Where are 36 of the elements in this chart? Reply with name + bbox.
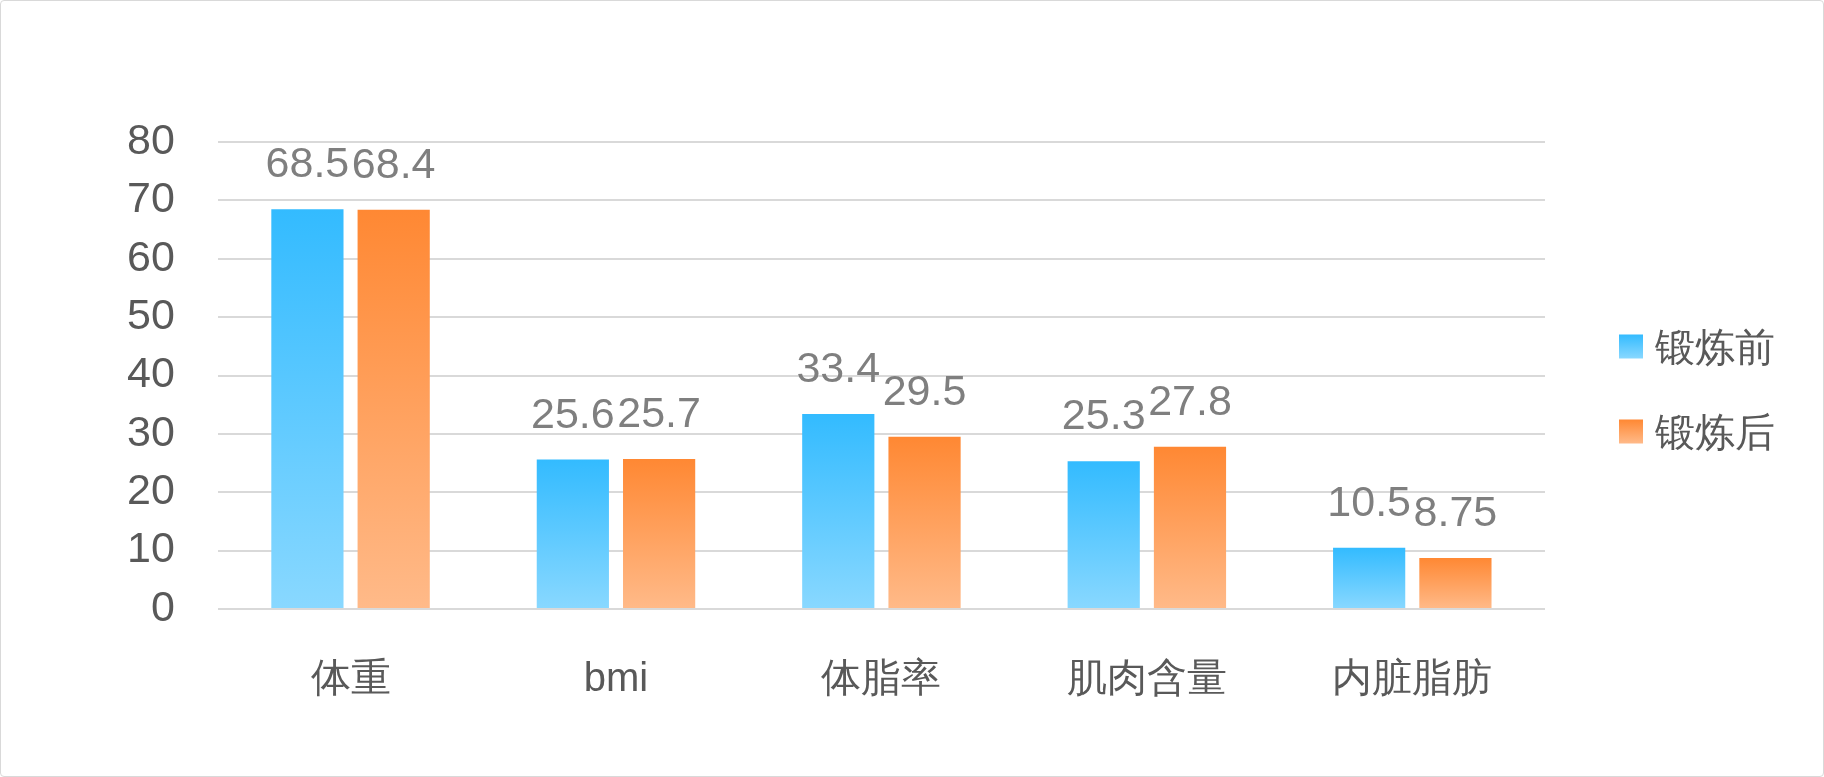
y-tick-label: 70: [126, 173, 175, 222]
bar: [357, 209, 430, 608]
x-tick-label: bmi: [583, 655, 649, 700]
data-label: 25.7: [617, 387, 701, 436]
y-tick-label: 40: [126, 348, 175, 397]
y-tick-label: 30: [126, 406, 175, 455]
bar: [623, 458, 696, 608]
x-tick-label: 肌肉含量: [1066, 655, 1227, 700]
data-label: 33.4: [796, 343, 881, 392]
x-tick-label: 内脏脂肪: [1332, 655, 1493, 700]
bar: [1067, 461, 1140, 608]
data-label: 10.5: [1327, 476, 1411, 525]
bar: [802, 414, 875, 608]
bar: [1333, 547, 1406, 608]
y-tick-label: 0: [150, 581, 175, 630]
bar: [271, 209, 344, 608]
x-tick-label: 体重: [310, 655, 391, 700]
bar: [536, 459, 609, 608]
legend-label: 锻炼后: [1655, 408, 1775, 455]
bar: [1153, 446, 1227, 608]
y-tick-label: 80: [126, 114, 175, 163]
data-label: 25.6: [531, 388, 615, 437]
y-tick-label: 20: [126, 465, 175, 514]
data-label: 25.3: [1061, 390, 1146, 439]
y-tick-label: 60: [126, 231, 175, 280]
y-tick-label: 10: [126, 523, 175, 572]
y-tick-label: 50: [126, 289, 175, 338]
data-label: 68.5: [265, 138, 350, 187]
x-tick-label: 体脂率: [821, 655, 942, 700]
data-label: 29.5: [882, 365, 967, 414]
data-label: 8.75: [1413, 486, 1498, 535]
bar: [888, 436, 961, 608]
data-label: 27.8: [1148, 375, 1232, 424]
bar: [1419, 557, 1492, 608]
legend-label: 锻炼前: [1655, 323, 1775, 370]
data-label: 68.4: [351, 138, 436, 187]
